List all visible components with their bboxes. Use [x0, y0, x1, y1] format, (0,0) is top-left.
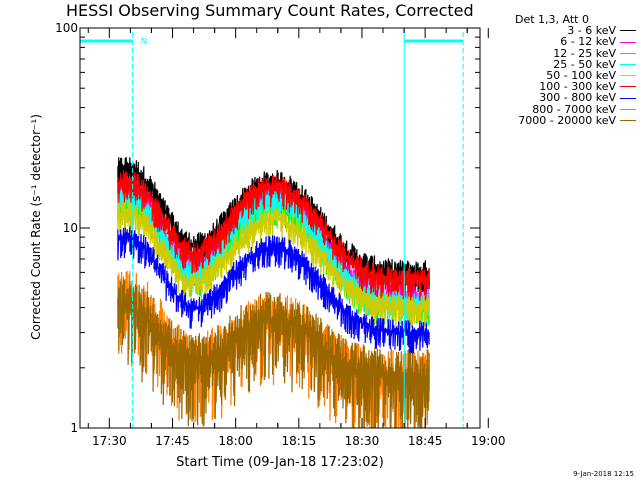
y-tick-label: 10 [63, 221, 78, 235]
legend-swatch [620, 52, 636, 54]
y-axis-label: Corrected Count Rate (s⁻¹ detector⁻¹) [29, 114, 43, 340]
legend-swatch [620, 119, 636, 121]
legend-label: 300 - 800 keV [539, 91, 616, 105]
x-tick-label: 18:30 [345, 434, 380, 448]
series-300-800-kev [117, 226, 430, 354]
series-7000-20000-kev [117, 279, 430, 429]
legend-item: 6 - 12 keV [484, 35, 636, 49]
x-axis-label: Start Time (09-Jan-18 17:23:02) [176, 455, 384, 470]
legend-swatch [620, 86, 636, 88]
legend-swatch [620, 63, 636, 65]
night-annotation: N [141, 37, 148, 47]
legend-label: 100 - 300 keV [539, 80, 616, 94]
y-tick-label: 100 [55, 21, 78, 35]
legend-label: 7000 - 20000 keV [518, 113, 616, 127]
legend-label: 800 - 7000 keV [532, 102, 616, 116]
generation-timestamp: 9-Jan-2018 12:15 [573, 470, 634, 478]
legend-item: 50 - 100 keV [484, 70, 636, 81]
legend-item: 25 - 50 keV [484, 59, 636, 70]
chart-title: HESSI Observing Summary Count Rates, Cor… [66, 1, 474, 20]
legend-label: 50 - 100 keV [546, 69, 616, 83]
legend-swatch [620, 30, 636, 32]
x-tick-label: 17:45 [155, 434, 190, 448]
legend-label: 25 - 50 keV [553, 57, 616, 71]
legend-title: Det 1,3, Att 0 [515, 13, 589, 26]
legend-swatch [620, 75, 636, 77]
series-100-300-kev [117, 170, 430, 301]
legend-swatch [620, 97, 636, 99]
legend-item: 100 - 300 keV [484, 81, 636, 92]
legend-item: 12 - 25 keV [484, 46, 636, 60]
legend-item: 3 - 6 keV [484, 25, 636, 36]
x-tick-label: 18:00 [218, 434, 253, 448]
legend-item: 7000 - 20000 keV [484, 115, 636, 126]
legend-item: 800 - 7000 keV [484, 102, 636, 116]
x-tick-label: 18:15 [282, 434, 317, 448]
x-tick-label: 18:45 [408, 434, 443, 448]
legend-swatch [620, 41, 636, 43]
y-tick-label: 1 [70, 421, 78, 435]
legend-label: 6 - 12 keV [560, 35, 616, 49]
x-tick-label: 17:30 [92, 434, 127, 448]
legend-label: 3 - 6 keV [567, 24, 616, 38]
legend-item: 300 - 800 keV [484, 91, 636, 105]
legend-label: 12 - 25 keV [553, 46, 616, 60]
legend: Det 1,3, Att 0 3 - 6 keV 6 - 12 keV 12 - 2… [484, 14, 636, 126]
legend-swatch [620, 108, 636, 110]
series-50-100-kev [117, 200, 430, 329]
x-tick-label: 19:00 [471, 434, 506, 448]
